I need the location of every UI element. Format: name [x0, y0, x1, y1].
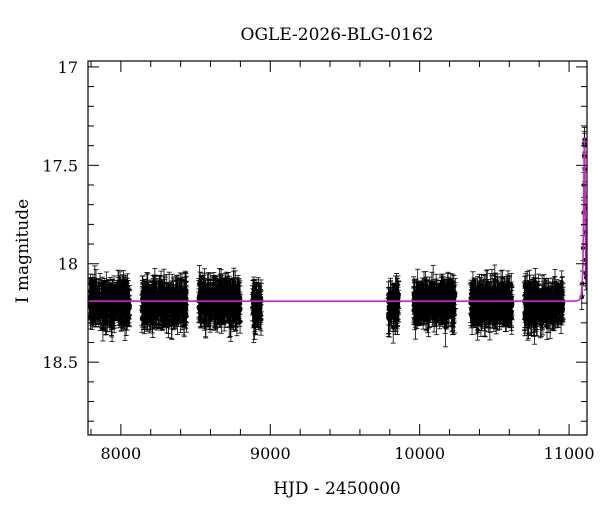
data-point-marker: [219, 304, 224, 309]
data-point-marker: [92, 303, 97, 309]
data-point-marker: [253, 314, 258, 319]
data-point-marker: [214, 293, 219, 298]
data-point-marker: [236, 294, 241, 299]
data-point-marker: [201, 290, 206, 296]
data-point-marker: [88, 305, 93, 310]
data-point-marker: [139, 307, 144, 313]
data-point-marker: [208, 308, 214, 314]
data-point-marker: [224, 288, 230, 293]
data-point-marker: [258, 317, 264, 322]
data-point-marker: [234, 315, 240, 320]
data-point-marker: [93, 284, 99, 289]
data-point-marker: [118, 306, 123, 311]
data-layer: [88, 126, 587, 348]
data-point-marker: [96, 305, 102, 311]
data-point-marker: [178, 290, 184, 296]
data-point-marker: [234, 306, 239, 312]
data-point-marker: [126, 302, 132, 307]
data-point-marker: [169, 286, 175, 292]
data-point-marker: [165, 312, 171, 317]
data-point-marker: [113, 295, 118, 300]
data-point-marker: [227, 294, 233, 300]
data-point-marker: [157, 302, 163, 308]
data-point-marker: [142, 303, 147, 308]
plot-area: [88, 126, 587, 348]
data-point-marker: [117, 301, 122, 307]
data-point-marker: [203, 319, 208, 324]
data-point-marker: [165, 295, 170, 301]
data-point-marker: [175, 294, 180, 299]
data-point-marker: [125, 289, 130, 295]
data-point-marker: [152, 303, 158, 309]
data-point-marker: [169, 302, 175, 307]
data-point-marker: [121, 282, 126, 288]
data-point-marker: [217, 283, 222, 288]
data-point: [96, 288, 102, 328]
chart-title: OGLE-2026-BLG-0162: [241, 25, 434, 45]
data-point-marker: [178, 319, 183, 324]
data-point-marker: [183, 288, 188, 293]
data-point-marker: [107, 307, 112, 312]
data-point-marker: [174, 305, 180, 310]
data-point-marker: [103, 294, 108, 299]
